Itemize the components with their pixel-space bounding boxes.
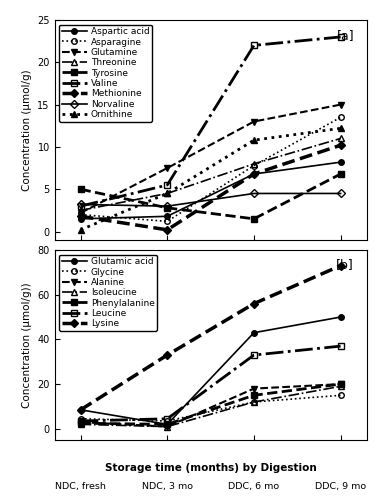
Leucine bbox=[338, 343, 343, 349]
Text: DDC, 6 mo: DDC, 6 mo bbox=[229, 482, 280, 491]
Tyrosine bbox=[78, 186, 83, 192]
Line: Tyrosine: Tyrosine bbox=[78, 171, 343, 222]
Isoleucine bbox=[252, 399, 256, 405]
Y-axis label: Concentration (μmol/g)): Concentration (μmol/g)) bbox=[22, 282, 32, 408]
Ornithine bbox=[78, 227, 83, 233]
Phenylalanine bbox=[165, 422, 170, 428]
Isoleucine bbox=[78, 422, 83, 428]
Line: Glutamic acid: Glutamic acid bbox=[78, 314, 343, 427]
Methionine bbox=[338, 142, 343, 148]
Tyrosine bbox=[165, 205, 170, 211]
Line: Lysine: Lysine bbox=[78, 263, 343, 412]
Tyrosine bbox=[252, 216, 256, 222]
Line: Threonine: Threonine bbox=[78, 136, 343, 213]
Glutamic acid bbox=[165, 422, 170, 428]
Valine bbox=[165, 182, 170, 188]
Threonine bbox=[165, 190, 170, 196]
Alanine bbox=[252, 386, 256, 392]
Text: NDC, fresh: NDC, fresh bbox=[55, 482, 106, 491]
Norvaline bbox=[165, 203, 170, 209]
Norvaline bbox=[252, 190, 256, 196]
Legend: Glutamic acid, Glycine, Alanine, Isoleucine, Phenylalanine, Leucine, Lysine: Glutamic acid, Glycine, Alanine, Isoleuc… bbox=[59, 254, 157, 331]
Leucine bbox=[252, 352, 256, 358]
Aspartic acid bbox=[78, 216, 83, 222]
Asparagine bbox=[78, 212, 83, 218]
Leucine bbox=[165, 416, 170, 422]
Text: [a]: [a] bbox=[337, 29, 354, 42]
Line: Aspartic acid: Aspartic acid bbox=[78, 160, 343, 222]
Lysine bbox=[165, 352, 170, 358]
Alanine bbox=[338, 381, 343, 387]
Valine bbox=[338, 34, 343, 40]
Line: Isoleucine: Isoleucine bbox=[78, 384, 343, 430]
Line: Valine: Valine bbox=[78, 34, 343, 209]
Asparagine bbox=[165, 218, 170, 224]
Line: Glycine: Glycine bbox=[78, 392, 343, 424]
Glutamic acid bbox=[252, 330, 256, 336]
Norvaline bbox=[78, 202, 83, 207]
Glutamine bbox=[252, 118, 256, 124]
Methionine bbox=[252, 171, 256, 177]
Norvaline bbox=[338, 190, 343, 196]
Line: Leucine: Leucine bbox=[78, 344, 343, 424]
Glycine bbox=[338, 392, 343, 398]
Line: Alanine: Alanine bbox=[78, 382, 343, 430]
Threonine bbox=[338, 136, 343, 141]
Glycine bbox=[165, 418, 170, 424]
Valine bbox=[252, 42, 256, 48]
Leucine bbox=[78, 418, 83, 424]
Asparagine bbox=[252, 162, 256, 168]
Line: Ornithine: Ornithine bbox=[78, 126, 343, 232]
Line: Glutamine: Glutamine bbox=[78, 102, 343, 216]
Phenylalanine bbox=[252, 392, 256, 398]
Y-axis label: Concentration (μmol/g): Concentration (μmol/g) bbox=[22, 69, 32, 191]
Isoleucine bbox=[338, 384, 343, 390]
Glutamic acid bbox=[338, 314, 343, 320]
Ornithine bbox=[165, 190, 170, 196]
Ornithine bbox=[338, 126, 343, 132]
Legend: Aspartic acid, Asparagine, Glutamine, Threonine, Tyrosine, Valine, Methionine, N: Aspartic acid, Asparagine, Glutamine, Th… bbox=[59, 24, 152, 122]
Aspartic acid bbox=[338, 159, 343, 165]
Lysine bbox=[78, 407, 83, 413]
Text: DDC, 9 mo: DDC, 9 mo bbox=[315, 482, 366, 491]
Line: Methionine: Methionine bbox=[78, 142, 343, 233]
Lysine bbox=[338, 262, 343, 268]
Alanine bbox=[165, 424, 170, 430]
Lysine bbox=[252, 300, 256, 306]
Line: Phenylalanine: Phenylalanine bbox=[78, 382, 343, 427]
Glutamic acid bbox=[78, 407, 83, 413]
Aspartic acid bbox=[252, 171, 256, 177]
Valine bbox=[78, 203, 83, 209]
Text: [b]: [b] bbox=[336, 258, 354, 270]
Glutamine bbox=[338, 102, 343, 107]
Threonine bbox=[252, 161, 256, 167]
Methionine bbox=[78, 214, 83, 220]
Aspartic acid bbox=[165, 214, 170, 220]
Glutamine bbox=[78, 210, 83, 216]
Ornithine bbox=[252, 137, 256, 143]
Glycine bbox=[78, 416, 83, 422]
Glutamine bbox=[165, 165, 170, 171]
Phenylalanine bbox=[338, 381, 343, 387]
Text: Storage time (months) by Digestion: Storage time (months) by Digestion bbox=[105, 463, 316, 473]
Threonine bbox=[78, 208, 83, 214]
Asparagine bbox=[338, 114, 343, 120]
Alanine bbox=[78, 419, 83, 425]
Methionine bbox=[165, 227, 170, 233]
Line: Asparagine: Asparagine bbox=[78, 114, 343, 224]
Isoleucine bbox=[165, 424, 170, 430]
Text: NDC, 3 mo: NDC, 3 mo bbox=[142, 482, 193, 491]
Tyrosine bbox=[338, 171, 343, 177]
Line: Norvaline: Norvaline bbox=[78, 190, 343, 209]
Glycine bbox=[252, 399, 256, 405]
Phenylalanine bbox=[78, 420, 83, 426]
